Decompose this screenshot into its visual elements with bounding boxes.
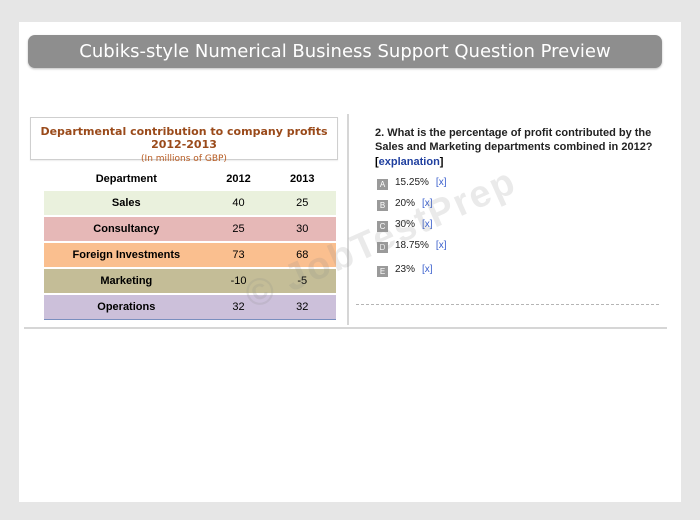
bracket-close: ] — [439, 156, 444, 168]
option-letter-badge: A — [377, 178, 388, 190]
answer-option-b[interactable]: B 20% [x] — [377, 195, 433, 211]
content-area: Departmental contribution to company pro… — [24, 114, 667, 329]
table-row: Consultancy 25 30 — [44, 215, 336, 243]
value-2012-cell: 40 — [208, 189, 269, 217]
table-row: Operations 32 32 — [44, 293, 336, 320]
table-caption: Departmental contribution to company pro… — [30, 117, 338, 164]
department-cell: Operations — [44, 293, 209, 320]
option-letter-badge: D — [377, 241, 388, 253]
option-text: 30% — [395, 218, 416, 230]
answer-option-a[interactable]: A 15.25% [x] — [377, 174, 446, 190]
explanation-link-wrapper: [explanation] — [375, 156, 443, 168]
column-header-department: Department — [44, 168, 209, 191]
value-2012-cell: 73 — [208, 241, 269, 269]
department-cell: Sales — [44, 189, 209, 217]
eliminate-option-button[interactable]: [x] — [422, 263, 433, 275]
table-row: Sales 40 25 — [44, 189, 336, 217]
table-row: Foreign Investments 73 68 — [44, 241, 336, 269]
table-caption-title: Departmental contribution to company pro… — [40, 125, 328, 151]
eliminate-option-button[interactable]: [x] — [435, 176, 447, 188]
table-caption-subtitle: (In millions of GBP) — [141, 154, 227, 164]
bracket-open: [ — [375, 156, 379, 168]
answer-option-e[interactable]: E 23% [x] — [377, 261, 433, 277]
eliminate-option-button[interactable]: [x] — [435, 239, 447, 251]
question-panel: 2. What is the percentage of profit cont… — [349, 114, 667, 325]
question-text: 2. What is the percentage of profit cont… — [375, 127, 653, 153]
value-2012-cell: -10 — [208, 267, 269, 295]
data-panel: Departmental contribution to company pro… — [24, 114, 349, 325]
table-header-row: Department 2012 2013 — [44, 168, 336, 191]
option-text: 18.75% — [395, 239, 429, 251]
department-cell: Foreign Investments — [44, 241, 209, 269]
profit-table: Department 2012 2013 Sales 40 25 Consult… — [44, 168, 336, 320]
value-2013-cell: 68 — [268, 241, 336, 269]
value-2013-cell: 25 — [268, 189, 336, 217]
option-text: 15.25% — [395, 176, 429, 188]
eliminate-option-button[interactable]: [x] — [422, 218, 433, 230]
option-letter-badge: C — [377, 220, 388, 232]
column-header-2012: 2012 — [208, 168, 269, 191]
department-cell: Marketing — [44, 267, 209, 295]
value-2013-cell: 32 — [268, 293, 336, 320]
page-title: Cubiks-style Numerical Business Support … — [28, 35, 662, 68]
value-2012-cell: 25 — [208, 215, 269, 243]
value-2012-cell: 32 — [208, 293, 269, 320]
option-text: 20% — [395, 197, 416, 209]
option-text: 23% — [395, 263, 416, 275]
explanation-link[interactable]: explanation — [378, 156, 440, 168]
option-letter-badge: E — [377, 265, 388, 277]
option-letter-badge: B — [377, 199, 388, 211]
eliminate-option-button[interactable]: [x] — [422, 197, 433, 209]
department-cell: Consultancy — [44, 215, 209, 243]
divider — [356, 304, 659, 305]
answer-option-d[interactable]: D 18.75% [x] — [377, 237, 446, 253]
answer-option-c[interactable]: C 30% [x] — [377, 216, 433, 232]
column-header-2013: 2013 — [268, 168, 336, 191]
value-2013-cell: 30 — [268, 215, 336, 243]
preview-frame: Cubiks-style Numerical Business Support … — [19, 22, 681, 502]
